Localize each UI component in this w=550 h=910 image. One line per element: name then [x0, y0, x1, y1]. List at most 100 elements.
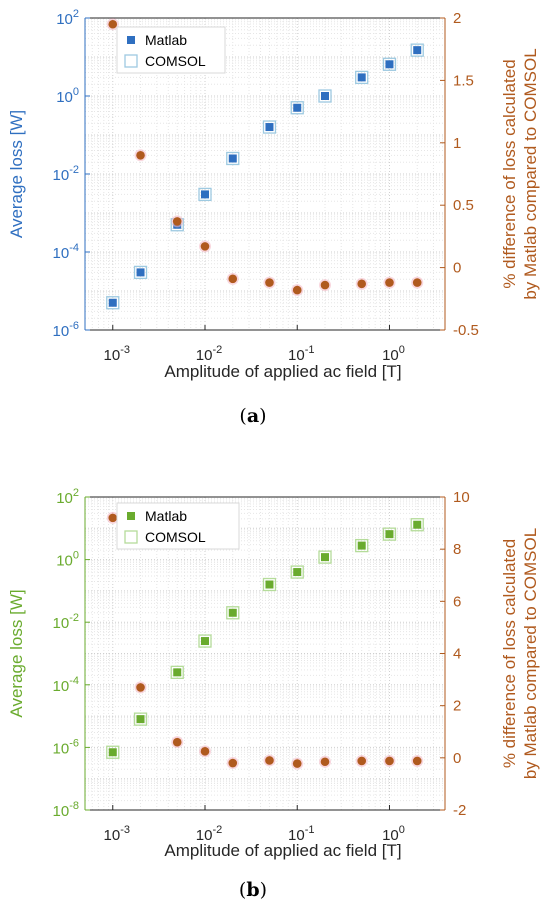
series-percent-difference	[106, 511, 424, 770]
data-point-matlab	[201, 637, 209, 646]
x-tick-label: 10-3	[104, 344, 130, 364]
data-point-comsol	[410, 43, 424, 57]
data-point-difference	[265, 756, 274, 765]
x-tick-label-exp: -1	[305, 824, 315, 836]
data-point-comsol	[133, 712, 148, 726]
x-tick-label-exp: 0	[399, 344, 405, 356]
data-point-difference	[108, 19, 118, 29]
data-point-matlab	[201, 190, 209, 199]
series-comsol	[106, 518, 424, 759]
series-matlab	[108, 46, 422, 307]
data-point-matlab	[413, 46, 422, 55]
panel-label-open: (	[239, 405, 246, 427]
y-right-tick-label: 1.5	[453, 72, 474, 89]
data-point-comsol	[226, 151, 240, 166]
y-right-axis-label-line2: by Matlab compared to COMSOL	[521, 48, 540, 299]
x-tick-label-exp: -3	[120, 824, 130, 836]
data-point-difference	[136, 150, 145, 160]
data-point-matlab	[385, 530, 394, 539]
y-right-tick-label: 4	[453, 646, 461, 663]
data-point-comsol	[410, 518, 424, 532]
panel-label-close: )	[259, 405, 266, 427]
chart-panel-b: 10-3 10-2 10-1 10010-810-610-410-2100102-20…	[7, 487, 540, 901]
grid	[84, 18, 446, 331]
data-point-difference	[172, 737, 182, 747]
data-point-matlab	[228, 154, 237, 163]
legend-box	[116, 26, 226, 74]
data-point-comsol	[318, 550, 332, 564]
y-left-tick-label: 100	[56, 86, 79, 106]
data-point-matlab	[136, 715, 145, 724]
y-right-tick-label: -0.5	[453, 322, 479, 339]
y-left-tick-label: 10-2	[53, 612, 79, 632]
x-axis-label: Amplitude of applied ac field [T]	[164, 841, 401, 860]
x-tick-label: 10-2	[196, 824, 222, 844]
data-point-matlab	[385, 60, 394, 69]
panel-label: (a)	[239, 405, 266, 427]
panel-label-letter: b	[246, 879, 259, 901]
y-right-tick-label: 6	[453, 593, 461, 610]
y-left-tick-label-base: 10	[53, 167, 70, 184]
legend: Matlab COMSOL	[116, 502, 240, 550]
legend-label-comsol: COMSOL	[145, 529, 206, 545]
y-left-tick-label-base: 10	[53, 245, 70, 262]
legend-marker-matlab	[127, 512, 135, 520]
data-point-difference	[357, 756, 367, 766]
y-right-tick-label: 0	[453, 750, 461, 767]
data-point-difference	[172, 217, 182, 226]
y-left-tick-label-base: 10	[53, 678, 70, 695]
y-left-tick-label-base: 10	[53, 803, 70, 820]
y-left-tick-label-base: 10	[56, 89, 73, 106]
legend: Matlab COMSOL	[116, 26, 226, 74]
data-point-matlab	[265, 580, 274, 589]
data-point-matlab	[321, 553, 329, 562]
y-left-tick-label-exp: 2	[73, 8, 79, 20]
y-right-tick-label: 8	[453, 541, 461, 558]
series-percent-difference	[106, 18, 424, 297]
x-tick-label-base: 10	[196, 347, 213, 364]
data-point-comsol	[170, 665, 184, 679]
y-left-tick-label-exp: 0	[73, 550, 79, 562]
data-point-difference	[320, 280, 330, 290]
data-point-matlab	[228, 608, 237, 617]
x-tick-label: 100	[382, 344, 405, 364]
data-point-comsol	[106, 745, 120, 759]
data-point-difference	[108, 513, 118, 523]
y-left-tick-label-exp: -6	[69, 320, 79, 332]
data-point-comsol	[382, 527, 397, 541]
x-tick-label-base: 10	[104, 827, 121, 844]
y-right-tick-label: -2	[453, 802, 466, 819]
data-point-comsol	[198, 634, 212, 648]
y-left-tick-label-base: 10	[56, 553, 73, 570]
legend-label-comsol: COMSOL	[145, 53, 206, 69]
y-left-tick-label-exp: 2	[73, 487, 79, 499]
panel-label-letter: a	[247, 405, 259, 427]
y-left-axis-label: Average loss [W]	[7, 589, 26, 717]
x-tick-label-exp: -2	[212, 824, 222, 836]
data-point-matlab	[265, 123, 274, 132]
x-tick-label-base: 10	[288, 347, 305, 364]
y-left-tick-label-exp: 0	[73, 86, 79, 98]
y-left-tick-label-base: 10	[56, 11, 73, 28]
y-right-tick-label: 2	[453, 698, 461, 715]
data-point-matlab	[413, 520, 422, 529]
data-point-matlab	[357, 541, 366, 550]
legend-marker-matlab	[127, 36, 135, 44]
data-point-difference	[265, 278, 274, 287]
data-point-matlab	[173, 668, 182, 677]
data-point-matlab	[357, 73, 366, 82]
data-point-comsol	[106, 296, 120, 310]
data-point-difference	[200, 242, 210, 251]
data-point-difference	[292, 285, 302, 295]
y-right-axis-label: % difference of loss calculated	[500, 539, 519, 768]
y-left-tick-label-base: 10	[53, 323, 70, 340]
y-left-tick-label: 10-6	[53, 320, 79, 340]
y-left-tick-label-base: 10	[56, 490, 73, 507]
data-point-difference	[385, 278, 394, 287]
legend-label-matlab: Matlab	[145, 508, 187, 524]
data-point-comsol	[262, 120, 277, 134]
series-matlab	[108, 520, 422, 757]
data-point-comsol	[290, 565, 304, 579]
data-point-difference	[200, 747, 210, 756]
